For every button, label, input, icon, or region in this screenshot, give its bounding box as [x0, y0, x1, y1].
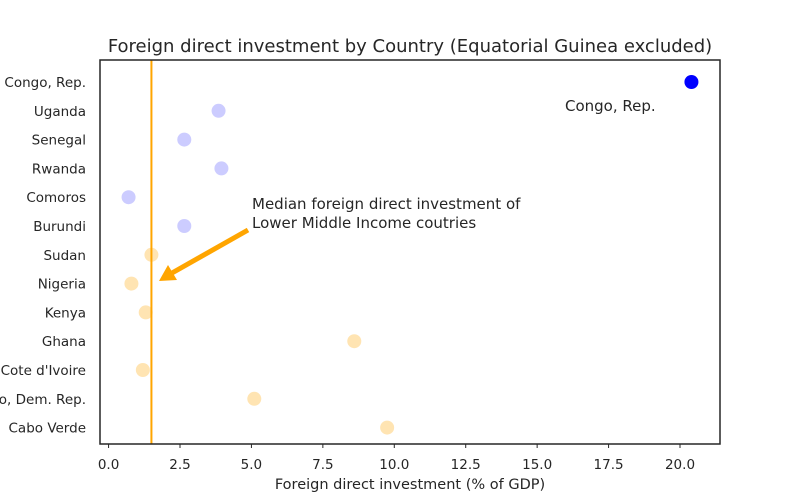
y-tick-label: Comoros — [26, 190, 86, 206]
data-point — [347, 334, 362, 349]
plot-area — [121, 60, 699, 444]
data-point — [247, 391, 262, 406]
axes-frame — [99, 59, 721, 445]
x-tick-label: 10.0 — [379, 457, 409, 473]
data-point — [124, 276, 139, 291]
y-tick-label: Rwanda — [32, 161, 86, 177]
y-tick-label: Nigeria — [38, 277, 86, 293]
y-tick-label: Burundi — [33, 219, 86, 235]
point-annotation: Congo, Rep. — [565, 97, 656, 115]
y-tick-label: o, Dem. Rep. — [0, 392, 86, 408]
data-point — [144, 247, 159, 262]
data-point — [684, 75, 699, 89]
data-point — [135, 363, 150, 377]
data-point — [380, 420, 395, 435]
y-tick-label: Cabo Verde — [9, 421, 87, 437]
y-tick-label: Congo, Rep. — [4, 75, 86, 91]
annotation-arrow-shaft — [170, 227, 250, 276]
median-annotation-line: Median foreign direct investment of — [252, 195, 521, 213]
x-axis-label: Foreign direct investment (% of GDP) — [275, 477, 545, 493]
data-point — [177, 219, 192, 233]
y-tick-label: Senegal — [32, 133, 86, 149]
x-tick-label: 17.5 — [594, 457, 624, 473]
annotations: Congo, Rep. Median foreign direct investm… — [159, 97, 656, 281]
data-point — [121, 190, 136, 205]
data-point — [211, 103, 226, 118]
median-annotation-line: Lower Middle Income coutries — [252, 214, 476, 232]
x-tick-labels: 0.0 2.5 5.0 7.5 10.0 12.5 15.0 17.5 20.0 — [98, 444, 695, 473]
chart-title: Foreign direct investment by Country (Eq… — [108, 36, 712, 57]
y-tick-label: Kenya — [45, 305, 86, 321]
x-tick-label: 5.0 — [241, 457, 262, 473]
x-tick-label: 7.5 — [312, 457, 333, 473]
y-tick-label: Cote d'Ivoire — [1, 363, 86, 379]
x-tick-label: 20.0 — [665, 457, 695, 473]
x-tick-label: 0.0 — [98, 457, 119, 473]
y-tick-labels: Congo, Rep. Uganda Senegal Rwanda Comoros Bur… — [0, 75, 86, 437]
data-point — [177, 132, 192, 147]
x-tick-label: 2.5 — [169, 457, 190, 473]
x-tick-label: 15.0 — [522, 457, 552, 473]
x-tick-label: 12.5 — [451, 457, 481, 473]
annotation-arrow-head — [159, 265, 177, 281]
data-point — [138, 305, 153, 320]
data-point — [214, 161, 229, 176]
y-tick-label: Sudan — [43, 248, 86, 264]
y-tick-label: Ghana — [42, 334, 86, 350]
y-tick-label: Uganda — [34, 104, 86, 120]
